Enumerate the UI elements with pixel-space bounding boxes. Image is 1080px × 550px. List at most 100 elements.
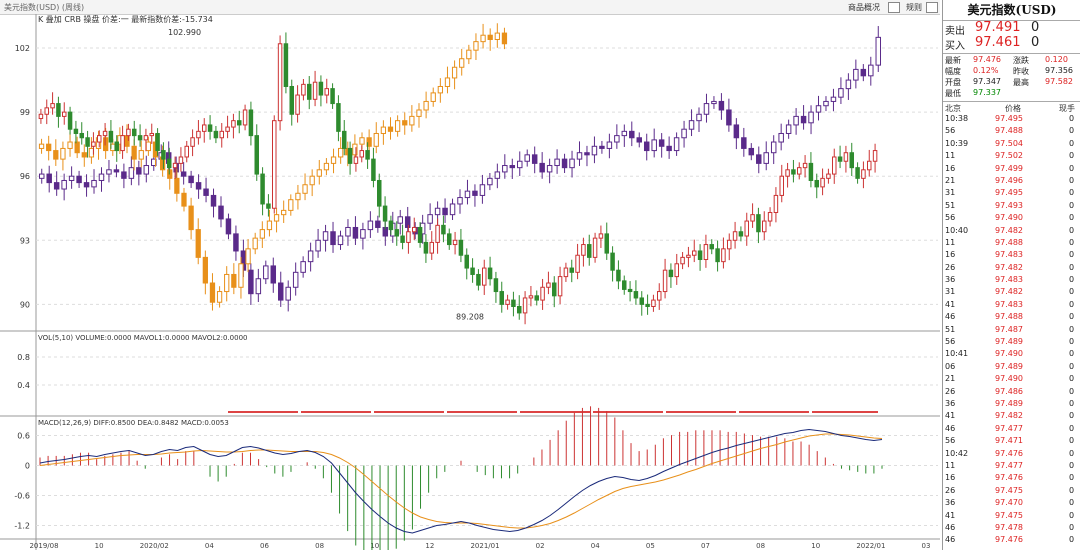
buy-label: 买入 <box>945 41 965 52</box>
tick-row: 56 97.488 0 <box>943 125 1080 137</box>
usd-candle <box>301 83 306 96</box>
crb-candle <box>53 182 60 190</box>
usd-candle <box>342 130 347 149</box>
tick-volume: 0 <box>1069 299 1075 309</box>
tick-volume: 0 <box>1069 188 1075 198</box>
overlay-candle <box>281 209 287 216</box>
tick-price: 97.489 <box>995 361 1023 371</box>
usd-candle <box>266 203 271 209</box>
stat-value: 97.347 <box>973 77 1001 86</box>
tick-volume: 0 <box>1069 510 1075 520</box>
tick-price: 97.488 <box>995 312 1023 322</box>
usd-candle <box>569 267 574 273</box>
usd-candle <box>791 169 796 175</box>
usd-candle <box>832 156 837 175</box>
crb-candle <box>434 207 441 216</box>
overlay-candle <box>338 147 344 158</box>
usd-candle <box>797 167 802 175</box>
usd-candle <box>190 137 195 147</box>
tick-row: 11 97.502 0 <box>943 150 1080 162</box>
tick-volume: 0 <box>1069 337 1075 347</box>
crb-candle <box>248 269 254 295</box>
crb-candle <box>180 171 187 177</box>
usd-candle <box>744 220 749 237</box>
overlay-candle <box>373 132 379 147</box>
usd-candle <box>727 239 732 250</box>
usd-candle <box>307 83 312 100</box>
usd-candle <box>394 229 399 237</box>
crb-candle <box>733 124 740 139</box>
usd-candle <box>657 291 662 301</box>
overlay-candle <box>380 126 387 134</box>
product-info-button[interactable]: 商品概况 <box>848 3 880 12</box>
tick-price: 97.483 <box>995 250 1023 260</box>
crb-candle <box>748 147 755 156</box>
tick-time: 36 <box>945 398 956 408</box>
crb-candle <box>225 218 232 235</box>
crb-candle <box>815 105 822 113</box>
toggle-box-icon[interactable] <box>888 2 900 13</box>
tick-time: 26 <box>945 262 956 272</box>
tick-row: 10:39 97.504 0 <box>943 138 1080 150</box>
usd-candle <box>627 288 633 293</box>
sell-label: 卖出 <box>945 26 965 37</box>
crb-candle <box>554 158 560 167</box>
usd-candle <box>91 141 96 147</box>
tick-volume: 0 <box>1069 312 1075 322</box>
crb-candle <box>315 239 321 252</box>
usd-candle <box>540 286 545 301</box>
overlay-candle <box>437 85 443 94</box>
usd-candle <box>324 88 329 96</box>
crb-candle <box>793 115 799 126</box>
ticks-list[interactable]: 10:38 97.495 0 56 97.488 0 10:39 97.504 0 11 97.50… <box>943 113 1080 547</box>
overlay-candle <box>46 143 52 152</box>
usd-candle <box>365 150 370 160</box>
crb-candle <box>61 179 67 190</box>
tick-row: 41 97.475 0 <box>943 510 1080 522</box>
tick-price: 97.496 <box>995 175 1023 185</box>
crb-candle <box>726 109 732 126</box>
usd-candle <box>137 135 143 141</box>
rules-button[interactable]: 规则 <box>906 3 922 12</box>
y-tick-label: 90 <box>20 300 30 309</box>
usd-candle <box>347 147 353 164</box>
toggle-box-icon[interactable] <box>926 2 938 13</box>
stat-label: 开盘 <box>945 78 961 87</box>
crb-candle <box>83 182 90 188</box>
ticks-header-time: 北京 <box>945 104 961 113</box>
tick-price: 97.493 <box>995 200 1023 210</box>
usd-candle <box>820 177 825 188</box>
tick-volume: 0 <box>1069 213 1075 223</box>
overlay-candle <box>501 32 508 45</box>
usd-candle <box>808 162 814 181</box>
crb-candle <box>830 96 837 102</box>
crb-candle <box>375 220 381 228</box>
tick-price: 97.488 <box>995 126 1023 136</box>
crb-candle <box>711 100 717 105</box>
tick-price: 97.483 <box>995 275 1023 285</box>
crb-candle <box>576 152 583 160</box>
overlay-candle <box>103 137 109 152</box>
usd-candle <box>563 267 569 278</box>
tick-price: 97.487 <box>995 324 1023 334</box>
tick-price: 97.490 <box>995 349 1023 359</box>
tick-volume: 0 <box>1069 275 1075 285</box>
crb-candle <box>636 137 642 143</box>
crb-candle <box>800 115 807 124</box>
crb-candle <box>614 135 620 143</box>
overlay-candle <box>288 199 294 211</box>
overlay-candle <box>459 58 465 68</box>
tick-time: 41 <box>945 411 956 421</box>
usd-candle <box>826 173 831 179</box>
crb-candle <box>113 169 120 173</box>
tick-row: 51 97.487 0 <box>943 324 1080 336</box>
tick-volume: 0 <box>1069 386 1075 396</box>
usd-candle <box>237 120 242 126</box>
x-tick-label: 10 <box>370 542 379 550</box>
tick-volume: 0 <box>1069 436 1075 446</box>
usd-candle <box>213 130 219 139</box>
tick-price: 97.477 <box>995 423 1023 433</box>
crb-candle <box>38 173 45 179</box>
crb-candle <box>233 233 239 252</box>
tick-row: 46 97.488 0 <box>943 311 1080 323</box>
